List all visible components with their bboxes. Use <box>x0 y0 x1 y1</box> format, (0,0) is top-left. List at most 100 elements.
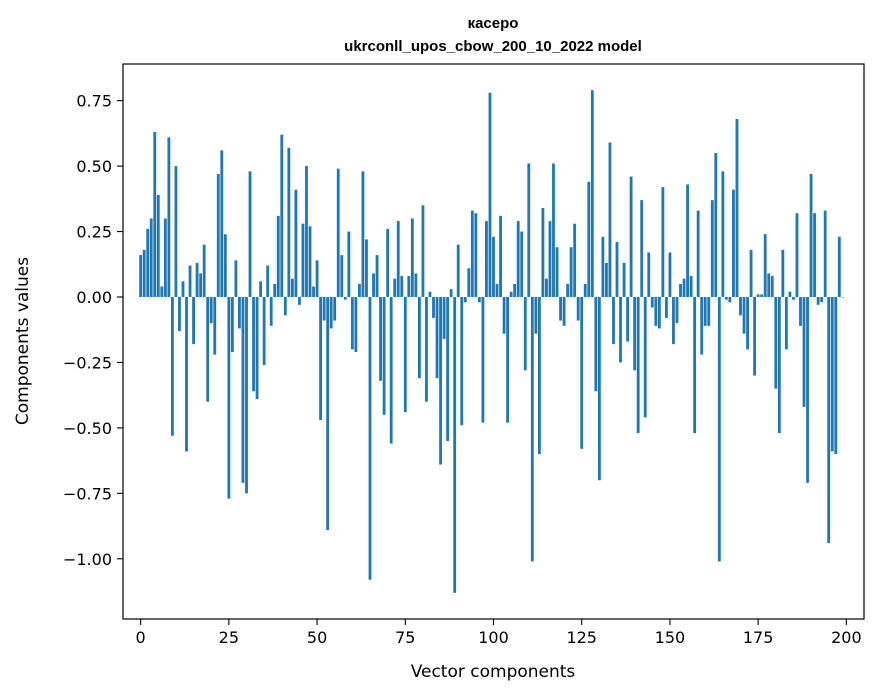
bar-103 <box>502 297 506 334</box>
bar-106 <box>513 283 517 297</box>
bar-107 <box>516 221 520 297</box>
bar-42 <box>287 147 291 297</box>
bar-105 <box>509 291 513 297</box>
bar-28 <box>238 297 241 329</box>
bar-65 <box>368 297 372 580</box>
bar-110 <box>527 163 531 297</box>
x-tick-label: 150 <box>655 628 686 647</box>
bar-143 <box>643 297 647 418</box>
y-tick-label: 0.50 <box>76 157 112 176</box>
bar-184 <box>788 291 792 297</box>
bar-44 <box>294 189 298 297</box>
bar-102 <box>499 215 502 297</box>
bar-21 <box>213 297 217 355</box>
bar-56 <box>336 168 340 297</box>
bar-62 <box>358 283 361 297</box>
bar-15 <box>192 297 195 345</box>
bar-181 <box>777 297 781 434</box>
bar-54 <box>329 297 333 329</box>
bar-100 <box>492 236 495 297</box>
bar-74 <box>400 276 404 297</box>
bar-144 <box>647 252 651 297</box>
bar-89 <box>453 297 457 593</box>
bar-182 <box>781 249 785 297</box>
bar-46 <box>301 223 305 297</box>
bar-197 <box>834 297 838 455</box>
y-tick-label: −1.00 <box>63 550 112 569</box>
bar-139 <box>629 176 633 297</box>
bar-36 <box>266 265 270 297</box>
chart-title-line-2: ukrconll_upos_cbow_200_10_2022 model <box>344 38 642 55</box>
bar-123 <box>573 223 577 297</box>
bar-124 <box>576 297 580 321</box>
bar-18 <box>202 244 206 297</box>
bar-187 <box>799 297 802 326</box>
bar-88 <box>449 289 453 297</box>
bar-121 <box>566 283 570 297</box>
bar-10 <box>174 166 178 297</box>
y-tick-label: 0.00 <box>76 288 112 307</box>
bar-63 <box>361 171 365 297</box>
bar-147 <box>657 297 661 329</box>
bar-19 <box>206 297 210 402</box>
bar-87 <box>446 297 450 441</box>
bar-9 <box>170 297 174 436</box>
bar-189 <box>806 297 809 483</box>
bar-155 <box>686 184 689 297</box>
bar-3 <box>149 218 153 297</box>
bar-131 <box>601 236 605 297</box>
bar-120 <box>562 297 566 326</box>
bar-49 <box>312 286 315 297</box>
bar-166 <box>724 297 728 300</box>
bar-8 <box>167 137 171 297</box>
bar-33 <box>255 297 259 400</box>
x-axis-ticks: 0 25 50 75 100 125 150 175 200 <box>136 619 862 647</box>
chart-title-line-1: касеро <box>468 15 519 32</box>
bar-60 <box>350 297 354 350</box>
bar-37 <box>269 297 273 326</box>
bar-112 <box>534 297 538 334</box>
bar-109 <box>523 297 527 371</box>
bar-138 <box>626 297 629 342</box>
bar-163 <box>714 153 718 297</box>
bar-52 <box>322 297 326 321</box>
bar-198 <box>837 236 841 297</box>
bar-6 <box>160 286 164 297</box>
bar-40 <box>280 134 284 297</box>
bar-130 <box>597 297 601 481</box>
bar-83 <box>432 297 435 318</box>
bar-66 <box>372 273 375 297</box>
bar-154 <box>682 278 686 297</box>
bar-188 <box>802 297 806 407</box>
bar-57 <box>340 255 344 297</box>
y-axis-ticks: −1.00 −0.75 −0.50 −0.25 0.00 0.25 0.50 0.75 <box>63 92 123 569</box>
bar-133 <box>608 142 612 297</box>
bar-92 <box>463 297 467 303</box>
bar-174 <box>753 297 757 376</box>
bar-55 <box>333 297 337 321</box>
bar-128 <box>590 90 594 298</box>
bar-132 <box>605 262 608 297</box>
y-tick-label: −0.50 <box>63 419 112 438</box>
bar-76 <box>407 276 411 297</box>
bar-136 <box>619 297 622 363</box>
bar-94 <box>470 210 474 297</box>
bar-81 <box>425 297 428 402</box>
bar-31 <box>248 171 252 297</box>
x-tick-label: 0 <box>136 628 146 647</box>
bar-176 <box>760 294 764 297</box>
bar-180 <box>774 297 778 389</box>
x-tick-label: 175 <box>743 628 774 647</box>
bar-73 <box>396 221 400 297</box>
bar-173 <box>749 249 753 297</box>
bar-85 <box>439 297 442 465</box>
bar-35 <box>262 297 266 366</box>
bar-69 <box>382 297 386 415</box>
bar-158 <box>696 210 700 297</box>
bar-116 <box>548 221 552 297</box>
bar-149 <box>664 297 668 318</box>
bar-159 <box>700 297 704 355</box>
bar-193 <box>820 297 824 303</box>
bar-164 <box>717 297 721 562</box>
y-tick-label: −0.75 <box>63 484 112 503</box>
